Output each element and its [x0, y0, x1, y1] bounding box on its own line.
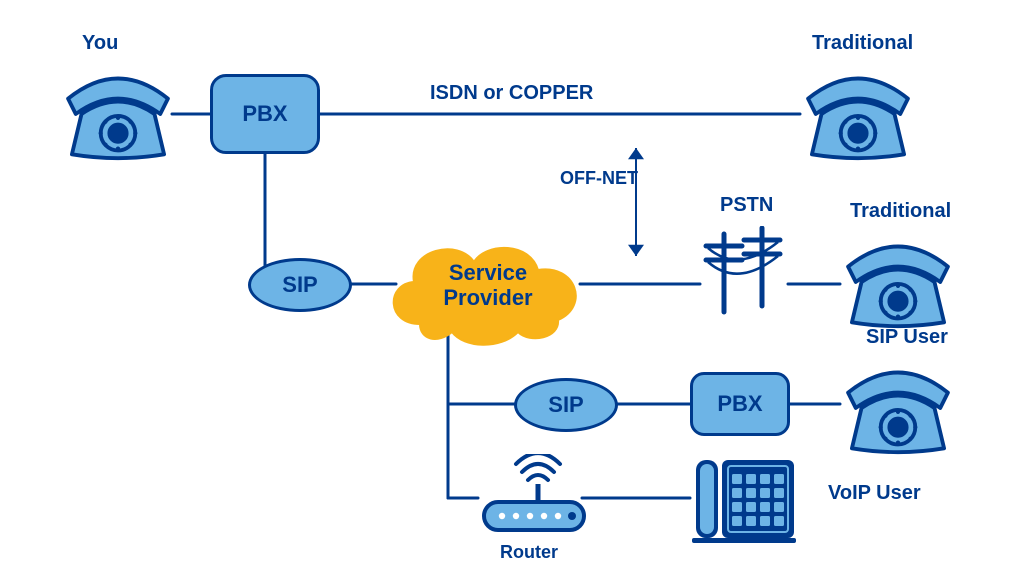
- phone-icon: [800, 66, 916, 167]
- sip-user-label: SIP User: [866, 326, 948, 349]
- phone-icon: [840, 360, 956, 461]
- sip-label: SIP: [282, 272, 317, 298]
- service-provider-label: ServiceProvider: [418, 260, 558, 311]
- traditional-label: Traditional: [850, 200, 951, 223]
- voip-user-label: VoIP User: [828, 482, 921, 505]
- you-label: You: [82, 32, 118, 55]
- router-icon: [474, 454, 594, 540]
- router-label: Router: [500, 542, 558, 563]
- traditional-label: Traditional: [812, 32, 913, 55]
- sip-node: SIP: [248, 258, 352, 312]
- phone-icon: [840, 234, 956, 335]
- sip-node: SIP: [514, 378, 618, 432]
- isdn-copper-label: ISDN or COPPER: [430, 82, 593, 105]
- pbx-label: PBX: [717, 391, 762, 417]
- pstn-icon: [698, 226, 788, 316]
- pbx-node: PBX: [690, 372, 790, 436]
- pbx-label: PBX: [242, 101, 287, 127]
- voip-phone-icon: [690, 454, 800, 544]
- pstn-label: PSTN: [720, 194, 773, 217]
- off-net-label: OFF-NET: [560, 168, 638, 189]
- phone-icon: [60, 66, 176, 167]
- sip-label: SIP: [548, 392, 583, 418]
- pbx-node: PBX: [210, 74, 320, 154]
